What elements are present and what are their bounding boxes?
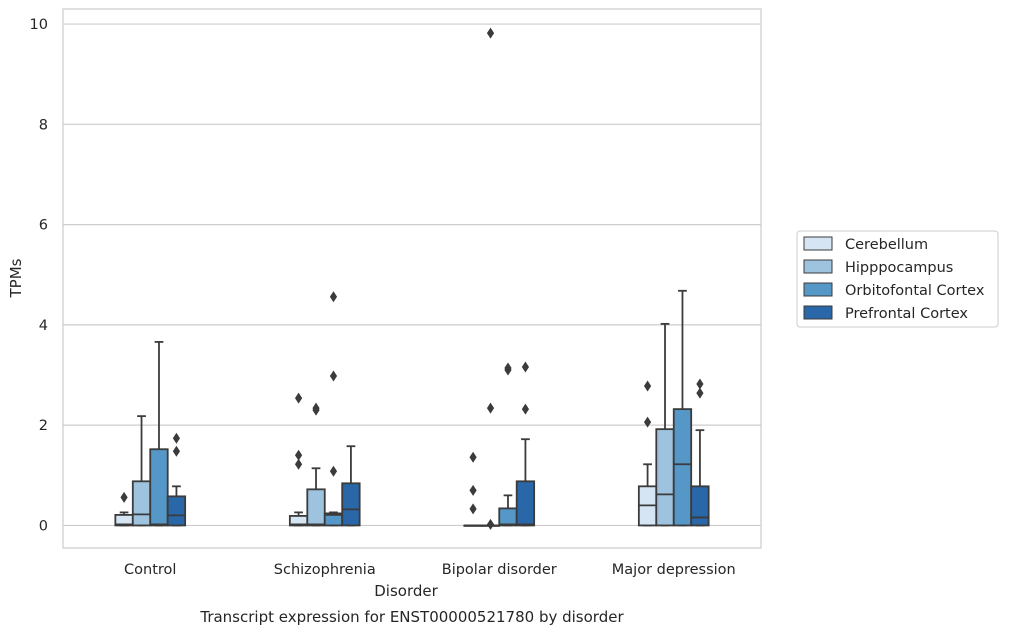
x-tick-labels: Control Schizophrenia Bipolar disorder Majo… bbox=[124, 562, 736, 578]
outlier-point bbox=[486, 402, 495, 414]
outlier-point bbox=[294, 392, 303, 404]
box-iqr bbox=[149, 448, 169, 527]
legend-swatch bbox=[803, 236, 833, 251]
box-hipppocampus bbox=[480, 27, 501, 530]
legend-label: Cerebellum bbox=[845, 237, 928, 253]
legend-label: Orbitofontal Cortex bbox=[845, 283, 985, 299]
outlier-point bbox=[294, 458, 303, 470]
box-cerebellum bbox=[288, 392, 309, 527]
box-iqr bbox=[655, 428, 675, 527]
outlier-point bbox=[521, 403, 530, 415]
box-iqr bbox=[166, 495, 187, 527]
y-tick-label: 6 bbox=[39, 218, 48, 234]
box-iqr bbox=[306, 488, 326, 527]
box-cerebellum bbox=[463, 451, 483, 527]
y-tick-label: 8 bbox=[39, 117, 48, 133]
outlier-point bbox=[643, 416, 652, 428]
outlier-point bbox=[486, 27, 495, 39]
box-iqr bbox=[131, 480, 152, 527]
box-iqr bbox=[341, 482, 361, 527]
outlier-point bbox=[172, 432, 181, 444]
box-orbitofontal-cortex bbox=[672, 289, 693, 527]
outlier-point bbox=[294, 449, 303, 461]
box-cerebellum bbox=[114, 491, 134, 527]
y-tick-labels: 0 2 4 6 8 10 bbox=[30, 17, 48, 534]
x-tick-label: Bipolar disorder bbox=[442, 562, 557, 578]
legend-swatch bbox=[803, 282, 833, 297]
outlier-point bbox=[172, 445, 181, 457]
outlier-point bbox=[696, 387, 704, 399]
outlier-point bbox=[329, 370, 338, 382]
box-hipppocampus bbox=[306, 402, 326, 527]
outlier-point bbox=[329, 465, 338, 477]
box-cerebellum bbox=[637, 380, 658, 527]
box-iqr bbox=[672, 408, 693, 527]
x-tick-label: Control bbox=[124, 562, 176, 578]
outlier-point bbox=[521, 361, 530, 373]
box-orbitofontal-cortex bbox=[149, 341, 169, 527]
chart-caption: Transcript expression for ENST0000052178… bbox=[199, 608, 624, 626]
box-hipppocampus bbox=[131, 415, 152, 527]
x-tick-label: Schizophrenia bbox=[274, 562, 376, 578]
box-prefrontal-cortex bbox=[515, 361, 536, 527]
box-prefrontal-cortex bbox=[341, 445, 361, 527]
boxes bbox=[114, 27, 710, 530]
legend-label: Hipppocampus bbox=[845, 260, 953, 276]
box-iqr bbox=[498, 507, 518, 527]
legend-swatch bbox=[803, 305, 833, 320]
box-iqr bbox=[515, 480, 536, 527]
y-tick-label: 10 bbox=[30, 17, 48, 33]
plot-frame bbox=[62, 8, 762, 549]
outlier-point bbox=[329, 291, 338, 303]
legend-frame bbox=[796, 230, 999, 328]
outlier-point bbox=[504, 362, 512, 374]
y-axis-label: TPMs bbox=[7, 258, 25, 298]
x-tick-label: Major depression bbox=[612, 562, 736, 578]
x-axis-label: Disorder bbox=[374, 582, 438, 600]
legend: Cerebellum Hipppocampus Orbitofontal Corte… bbox=[796, 230, 999, 328]
outlier-point bbox=[643, 380, 652, 392]
y-tick-label: 2 bbox=[39, 418, 48, 434]
box-prefrontal-cortex bbox=[690, 378, 710, 527]
box-prefrontal-cortex bbox=[166, 432, 187, 527]
y-tick-label: 0 bbox=[39, 518, 48, 534]
y-tick-label: 4 bbox=[39, 318, 48, 334]
outlier-point bbox=[486, 518, 495, 530]
outlier-point bbox=[469, 451, 477, 463]
outlier-point bbox=[696, 378, 704, 390]
box-orbitofontal-cortex bbox=[498, 362, 518, 527]
outlier-point bbox=[120, 491, 128, 503]
outlier-point bbox=[312, 402, 320, 414]
legend-swatch bbox=[803, 259, 833, 274]
box-iqr bbox=[690, 485, 710, 527]
box-orbitofontal-cortex bbox=[323, 291, 344, 527]
outlier-point bbox=[469, 484, 477, 496]
outlier-point bbox=[469, 503, 477, 515]
legend-label: Prefrontal Cortex bbox=[845, 306, 968, 322]
